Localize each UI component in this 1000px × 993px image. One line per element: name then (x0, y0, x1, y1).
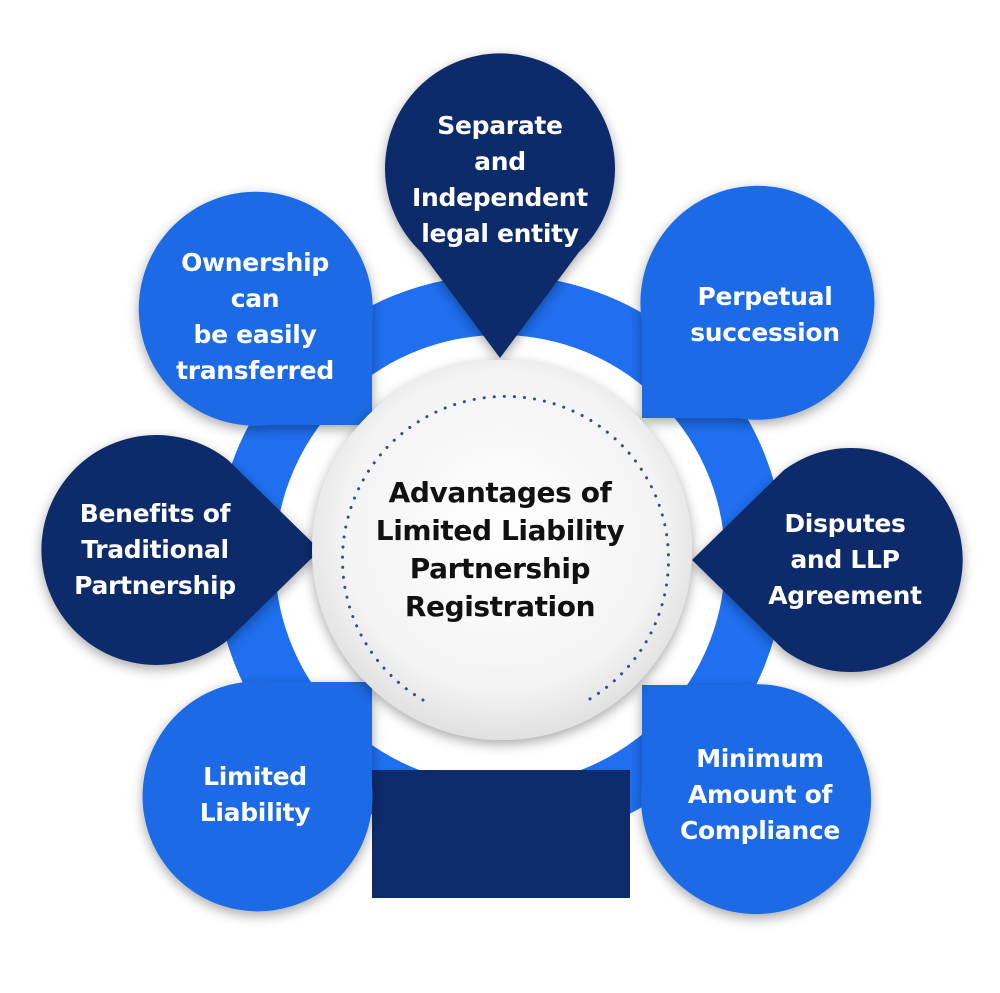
node-mid-left-label: Benefits of Traditional Partnership (74, 499, 236, 600)
node-lower-left-label: Limited Liability (199, 762, 311, 827)
node-top-label: Separate and Independent legal entity (412, 111, 588, 248)
center-dotted-ring (341, 395, 670, 702)
node-lower-left-shape (142, 681, 373, 912)
center-title: Advantages of Limited Liability Partners… (375, 476, 625, 623)
node-upper-left-shape (138, 191, 373, 426)
node-upper-right-shape (640, 185, 875, 420)
node-lower-right-shape (641, 684, 872, 915)
node-lower-right-label: Minimum Amount of Compliance (679, 744, 841, 845)
node-mid-right-shape (692, 448, 963, 672)
node-mid-right-label: Disputes and LLP Agreement (768, 509, 922, 610)
node-upper-left-label: Ownership can be easily transferred (176, 248, 334, 385)
center-circle (312, 360, 692, 740)
bottom-band (372, 770, 630, 898)
node-upper-right-label: Perpetual succession (690, 282, 840, 347)
node-mid-left-shape (41, 435, 320, 665)
node-top-shape (384, 53, 615, 358)
